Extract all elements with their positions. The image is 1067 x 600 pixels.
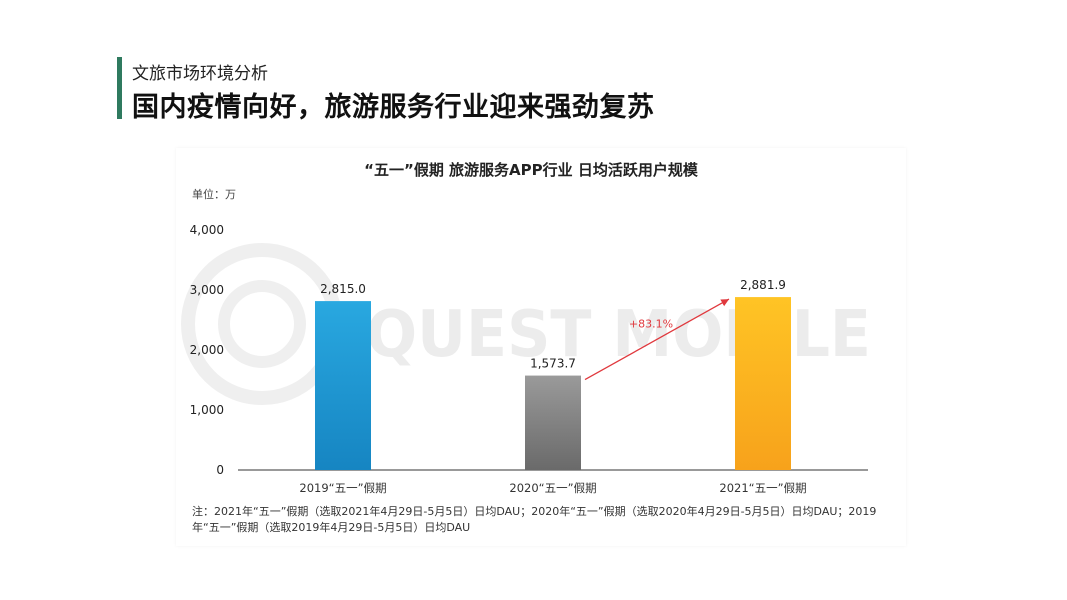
watermark-logo-inner xyxy=(218,280,306,368)
watermark-logo-outer xyxy=(181,243,343,405)
y-tick-label: 0 xyxy=(216,463,224,477)
chart-svg: QUEST MOBILE “五一”假期 旅游服务APP行业 日均活跃用户规模 单… xyxy=(181,161,871,495)
y-tick-label: 2,000 xyxy=(190,343,224,357)
y-tick-label: 3,000 xyxy=(190,283,224,297)
x-tick-label: 2019“五一”假期 xyxy=(299,481,386,495)
footnote: 注：2021年“五一”假期（选取2021年4月29日-5月5日）日均DAU；20… xyxy=(192,505,877,534)
y-axis-ticks: 0 1,000 2,000 3,000 4,000 xyxy=(190,223,224,477)
unit-label: 单位：万 xyxy=(192,187,236,201)
section-label: 文旅市场环境分析 xyxy=(132,64,268,84)
accent-bar xyxy=(117,57,122,119)
bar xyxy=(735,297,791,470)
bar xyxy=(315,301,371,470)
y-tick-label: 1,000 xyxy=(190,403,224,417)
bar-value-label: 1,573.7 xyxy=(530,357,576,371)
growth-arrow xyxy=(584,298,730,381)
page-title: 国内疫情向好，旅游服务行业迎来强劲复苏 xyxy=(132,92,655,123)
y-tick-label: 4,000 xyxy=(190,223,224,237)
bar-value-label: 2,881.9 xyxy=(740,278,786,292)
chart-title: “五一”假期 旅游服务APP行业 日均活跃用户规模 xyxy=(364,161,699,179)
x-tick-label: 2021“五一”假期 xyxy=(719,481,806,495)
chart-card: QUEST MOBILE “五一”假期 旅游服务APP行业 日均活跃用户规模 单… xyxy=(176,148,906,546)
bars: 2,815.0 2019“五一”假期 1,573.7 2020“五一”假期 2,881.… xyxy=(299,278,806,495)
growth-annotation: +83.1% xyxy=(584,298,730,381)
bar xyxy=(525,375,581,470)
x-tick-label: 2020“五一”假期 xyxy=(509,481,596,495)
bar-value-label: 2,815.0 xyxy=(320,282,366,296)
growth-label: +83.1% xyxy=(629,317,673,330)
